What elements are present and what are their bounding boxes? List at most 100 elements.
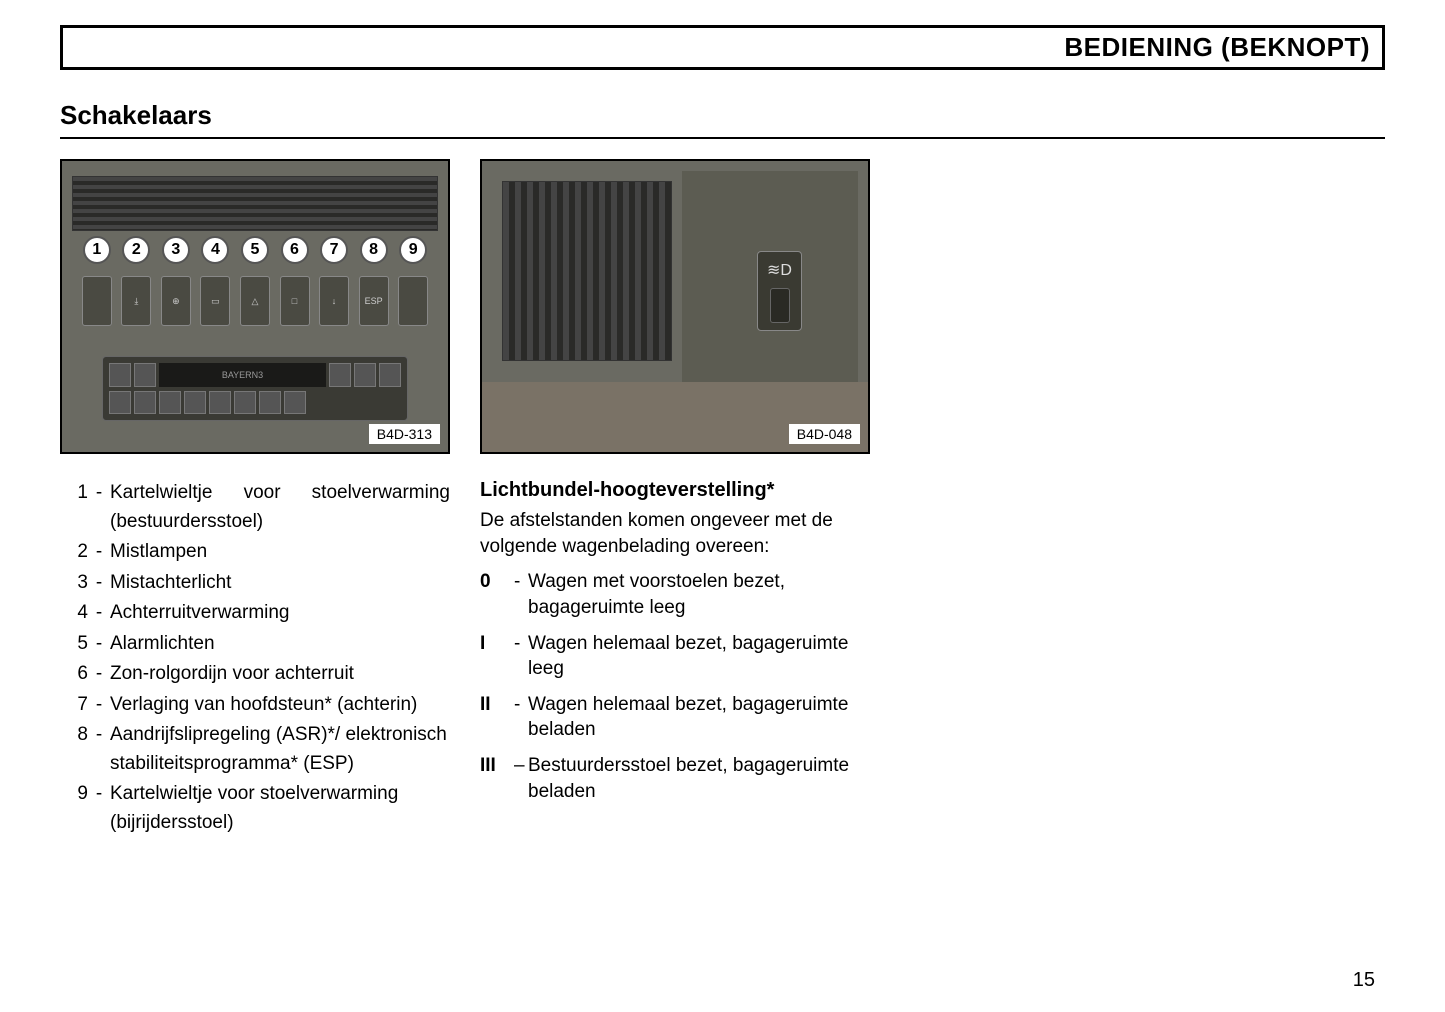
headlight-intro: De afstelstanden komen ongeveer met de v…	[480, 508, 870, 559]
air-vent-strip	[72, 176, 438, 231]
callout-4: 4	[201, 236, 229, 264]
callout-1: 1	[83, 236, 111, 264]
radio-button	[329, 363, 351, 387]
callout-3: 3	[162, 236, 190, 264]
legend-num: 4	[60, 599, 88, 628]
switch-1	[82, 276, 112, 326]
legend-num: 7	[60, 691, 88, 720]
dash: –	[514, 753, 528, 804]
page-number: 15	[1353, 969, 1375, 992]
radio-button	[184, 391, 206, 415]
switch-row: ⤓ ⊕ ▭ △ □ ↓ ESP	[62, 276, 448, 326]
headlight-switch: ≋D	[757, 251, 802, 331]
dash: -	[88, 479, 110, 536]
legend-item: 9-Kartelwieltje voor stoelverwarming (bi…	[60, 780, 450, 837]
position-item: II-Wagen helemaal bezet, bagageruimte be…	[480, 692, 870, 743]
radio-row-top: BAYERN3	[109, 363, 401, 387]
position-item: III–Bestuurdersstoel bezet, bagageruimte…	[480, 753, 870, 804]
position-list: 0-Wagen met voorstoelen bezet, bagagerui…	[480, 569, 870, 804]
headlight-wheel	[770, 288, 790, 323]
legend-item: 5-Alarmlichten	[60, 630, 450, 659]
legend-num: 1	[60, 479, 88, 536]
dash: -	[88, 780, 110, 837]
callout-2: 2	[122, 236, 150, 264]
legend-desc: Verlaging van hoofdsteun* (achterin)	[110, 691, 450, 720]
switch-9	[398, 276, 428, 326]
dash: -	[514, 631, 528, 682]
legend-desc: Zon-rolgordijn voor achterruit	[110, 660, 450, 689]
switch-8: ESP	[359, 276, 389, 326]
title-rule	[60, 137, 1385, 139]
position-desc: Bestuurdersstoel bezet, bagageruimte bel…	[528, 753, 870, 804]
legend-desc: Kartelwieltje voor stoelverwarming (bijr…	[110, 780, 450, 837]
switch-4: ▭	[200, 276, 230, 326]
header-title: BEDIENING (BEKNOPT)	[1064, 32, 1370, 62]
figure-headlight-adjust: ≋D B4D-048	[480, 159, 870, 454]
legend-desc: Achterruitverwarming	[110, 599, 450, 628]
headlight-icon: ≋D	[767, 260, 792, 280]
figure-switches: 1 2 3 4 5 6 7 8 9 ⤓ ⊕ ▭ △ □ ↓ ESP	[60, 159, 450, 454]
dash: -	[88, 630, 110, 659]
legend-item: 7-Verlaging van hoofdsteun* (achterin)	[60, 691, 450, 720]
position-desc: Wagen helemaal bezet, bagageruimte belad…	[528, 692, 870, 743]
dash: -	[514, 569, 528, 620]
radio-button	[109, 391, 131, 415]
figure-label: B4D-313	[369, 424, 440, 444]
radio-button	[159, 391, 181, 415]
radio-button	[209, 391, 231, 415]
headlight-heading: Lichtbundel-hoogteverstelling*	[480, 479, 870, 502]
radio-button	[284, 391, 306, 415]
legend-item: 8-Aandrijfslipregeling (ASR)*/ elektroni…	[60, 721, 450, 778]
switch-legend-list: 1-Kartelwieltje voor stoelverwarming (be…	[60, 479, 450, 837]
legend-num: 3	[60, 569, 88, 598]
legend-num: 2	[60, 538, 88, 567]
dash: -	[88, 569, 110, 598]
position-desc: Wagen met voorstoelen bezet, bagageruimt…	[528, 569, 870, 620]
legend-desc: Alarmlichten	[110, 630, 450, 659]
radio-row-bottom	[109, 391, 401, 415]
legend-item: 3-Mistachterlicht	[60, 569, 450, 598]
dash: -	[88, 538, 110, 567]
switch-3: ⊕	[161, 276, 191, 326]
radio-unit: BAYERN3	[102, 356, 408, 421]
radio-button	[379, 363, 401, 387]
legend-item: 1-Kartelwieltje voor stoelverwarming (be…	[60, 479, 450, 536]
column-right: ≋D B4D-048 Lichtbundel-hoogteverstelling…	[480, 159, 870, 839]
radio-button	[134, 391, 156, 415]
dash: -	[88, 660, 110, 689]
legend-item: 6-Zon-rolgordijn voor achterruit	[60, 660, 450, 689]
callout-5: 5	[241, 236, 269, 264]
content-columns: 1 2 3 4 5 6 7 8 9 ⤓ ⊕ ▭ △ □ ↓ ESP	[60, 159, 1385, 839]
switch-2: ⤓	[121, 276, 151, 326]
legend-num: 5	[60, 630, 88, 659]
callout-row: 1 2 3 4 5 6 7 8 9	[62, 236, 448, 264]
legend-desc: Kartelwieltje voor stoelverwarming (best…	[110, 479, 450, 536]
side-vent	[502, 181, 672, 361]
radio-button	[259, 391, 281, 415]
legend-desc: Mistlampen	[110, 538, 450, 567]
radio-button	[354, 363, 376, 387]
column-left: 1 2 3 4 5 6 7 8 9 ⤓ ⊕ ▭ △ □ ↓ ESP	[60, 159, 450, 839]
dash: -	[88, 599, 110, 628]
position-item: I-Wagen helemaal bezet, bagageruimte lee…	[480, 631, 870, 682]
radio-display: BAYERN3	[159, 363, 326, 387]
legend-num: 6	[60, 660, 88, 689]
position-label: I	[480, 631, 514, 682]
radio-button	[134, 363, 156, 387]
callout-9: 9	[399, 236, 427, 264]
legend-desc: Aandrijfslipregeling (ASR)*/ elektronisc…	[110, 721, 450, 778]
position-item: 0-Wagen met voorstoelen bezet, bagagerui…	[480, 569, 870, 620]
radio-button	[234, 391, 256, 415]
callout-6: 6	[281, 236, 309, 264]
position-label: II	[480, 692, 514, 743]
radio-button	[109, 363, 131, 387]
dash: -	[88, 691, 110, 720]
figure-label: B4D-048	[789, 424, 860, 444]
legend-num: 8	[60, 721, 88, 778]
legend-item: 4-Achterruitverwarming	[60, 599, 450, 628]
legend-desc: Mistachterlicht	[110, 569, 450, 598]
position-label: III	[480, 753, 514, 804]
legend-item: 2-Mistlampen	[60, 538, 450, 567]
header-box: BEDIENING (BEKNOPT)	[60, 25, 1385, 70]
callout-8: 8	[360, 236, 388, 264]
